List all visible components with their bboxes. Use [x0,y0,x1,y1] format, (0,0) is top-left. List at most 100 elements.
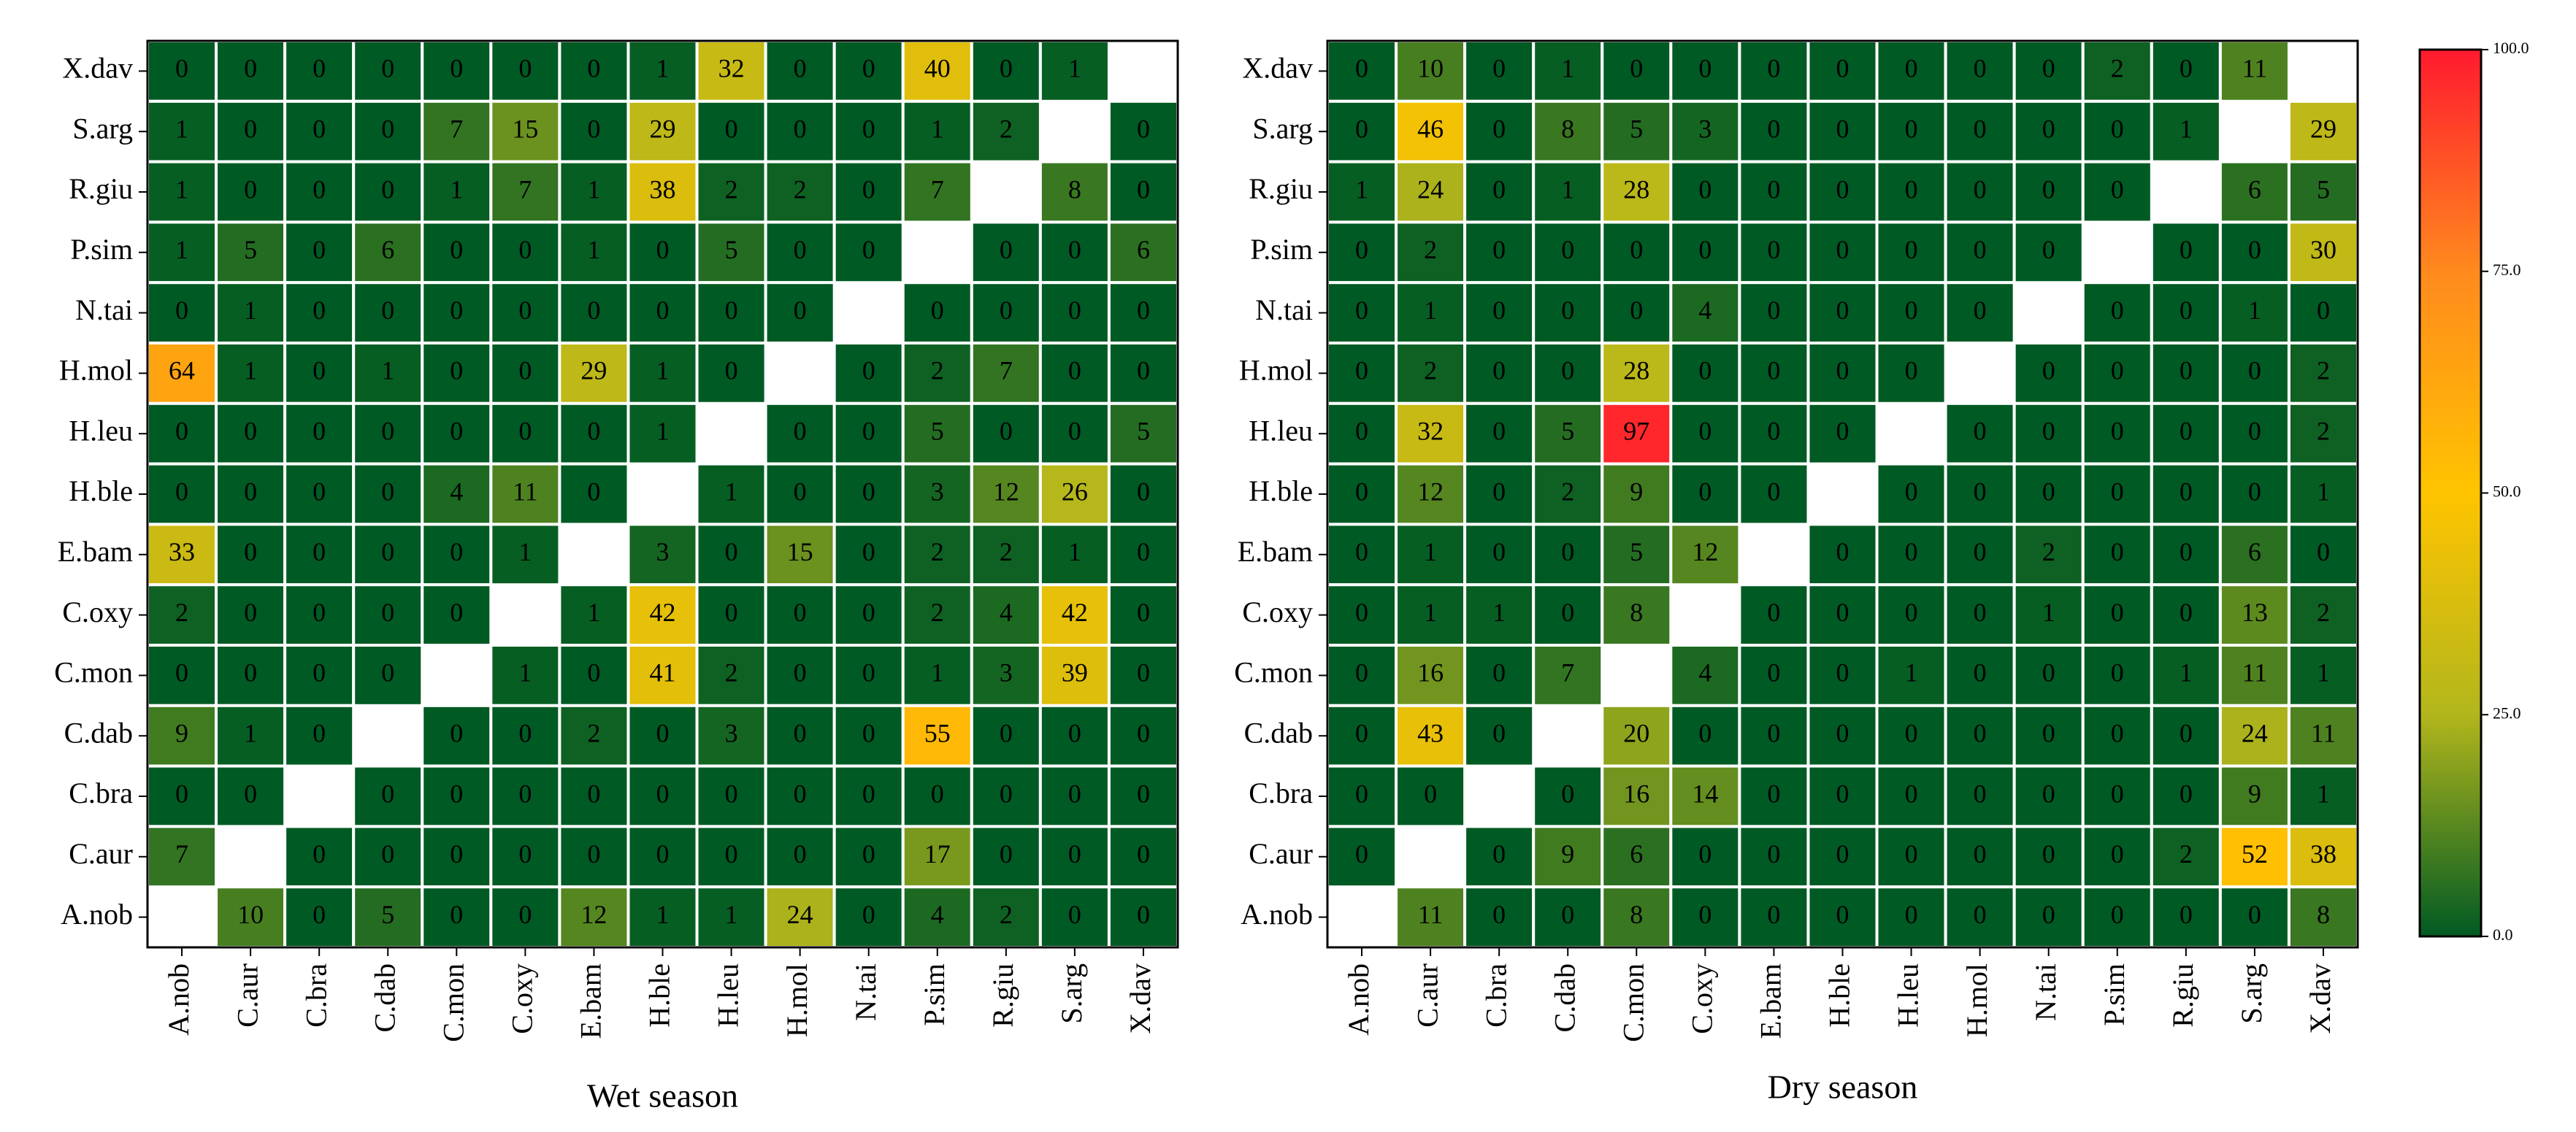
cell-value: 29 [650,114,676,143]
heatmap-cell [1669,523,1741,587]
cell-value: 0 [1767,718,1780,747]
cell-value: 0 [2317,537,2330,566]
heatmap-cell [1944,523,2016,587]
cell-value: 0 [1974,296,1987,325]
cell-value: 0 [381,598,394,627]
cell-value: 0 [518,900,532,929]
cell-value: 0 [1767,900,1780,929]
cell-value: 0 [313,839,326,869]
cell-value: 0 [1974,718,1987,747]
cell-value: 0 [725,598,738,627]
heatmap-cell [1532,401,1604,466]
y-tick-label: N.tai [75,293,133,326]
cell-value: 5 [1561,416,1574,445]
heatmap-cell [558,885,630,949]
cell-value: 0 [862,779,875,808]
cell-value: 0 [2248,900,2261,929]
cell-value: 0 [244,174,257,204]
heatmap-cell [1463,885,1536,949]
cell-value: 0 [725,356,738,385]
cell-value: 4 [1000,598,1013,627]
y-tick-label: C.oxy [1242,596,1313,628]
heatmap-cell [558,462,630,526]
cell-value: 0 [518,416,532,445]
cell-value: 1 [2317,658,2330,688]
cell-value: 11 [513,477,538,506]
heatmap-cell [1395,281,1467,345]
cell-value: 1 [518,537,532,566]
cell-value: 0 [2111,174,2124,204]
cell-value: 0 [244,477,257,506]
heatmap-cell [1601,583,1673,647]
cell-value: 0 [587,416,600,445]
cell-value: 0 [1137,658,1150,688]
heatmap-cell [970,885,1042,949]
cell-value: 1 [175,174,188,204]
cell-value: 0 [1355,114,1368,143]
heatmap-cell [146,220,218,285]
cell-value: 0 [656,296,670,325]
cell-value: 10 [1417,54,1444,83]
x-axis-title: Dry season [1768,1069,1918,1106]
cell-value: 2 [1424,235,1437,264]
x-tick-label: H.ble [1823,963,1856,1028]
cell-value: 0 [1630,235,1643,264]
x-tick-label: C.mon [437,963,469,1042]
cell-value: 0 [1698,477,1711,506]
cell-value: 0 [2111,416,2124,445]
x-tick-label: C.oxy [1686,963,1719,1034]
heatmap-cell [626,281,699,345]
cell-value: 1 [725,900,738,929]
colorbar [2418,48,2483,938]
cell-value: 0 [2111,779,2124,808]
cell-value: 0 [1767,779,1780,808]
x-tick-label: N.tai [2029,963,2062,1021]
cell-value: 1 [2248,296,2261,325]
x-tick-label: X.dav [1124,963,1157,1034]
cell-value: 0 [1492,296,1506,325]
cell-value: 0 [1355,779,1368,808]
cell-value: 46 [1417,114,1444,143]
heatmap-cell [352,885,424,949]
cell-value: 6 [2248,174,2261,204]
heatmap-cell [2150,644,2222,707]
cell-value: 0 [175,54,188,83]
cell-value: 5 [244,235,257,264]
cell-value: 16 [1623,779,1649,808]
x-tick-label: A.nob [162,963,195,1036]
heatmap-cell [901,583,973,647]
cell-value: 0 [1355,296,1368,325]
cell-value: 0 [1836,839,1849,869]
heatmap-cell [695,342,767,405]
x-tick-label: C.aur [231,963,264,1028]
cell-value: 0 [313,356,326,385]
cell-value: 0 [1905,718,1918,747]
y-tick-label: N.tai [1255,293,1313,326]
heatmap-cell [832,342,905,405]
cell-value: 0 [2111,356,2124,385]
cell-value: 0 [2180,477,2193,506]
cell-value: 0 [1630,54,1643,83]
cell-value: 0 [1068,356,1081,385]
cell-value: 0 [725,114,738,143]
x-tick-label: H.leu [1892,963,1925,1028]
cell-value: 2 [175,598,188,627]
cell-value: 0 [244,416,257,445]
cell-value: 0 [1068,779,1081,808]
heatmap-cell [1806,704,1879,768]
cell-value: 0 [381,416,394,445]
cell-value: 1 [931,658,944,688]
cell-value: 0 [518,235,532,264]
heatmap-cell [1107,401,1180,466]
cell-value: 40 [924,54,951,83]
cell-value: 17 [924,839,951,869]
cell-value: 0 [587,779,600,808]
cell-value: 0 [1698,416,1711,445]
cell-value: 1 [1424,537,1437,566]
cell-value: 1 [656,416,670,445]
cell-value: 0 [175,779,188,808]
cell-value: 0 [313,114,326,143]
y-tick-label: H.mol [59,354,133,387]
cell-value: 11 [2242,658,2268,688]
cell-value: 0 [1836,356,1849,385]
